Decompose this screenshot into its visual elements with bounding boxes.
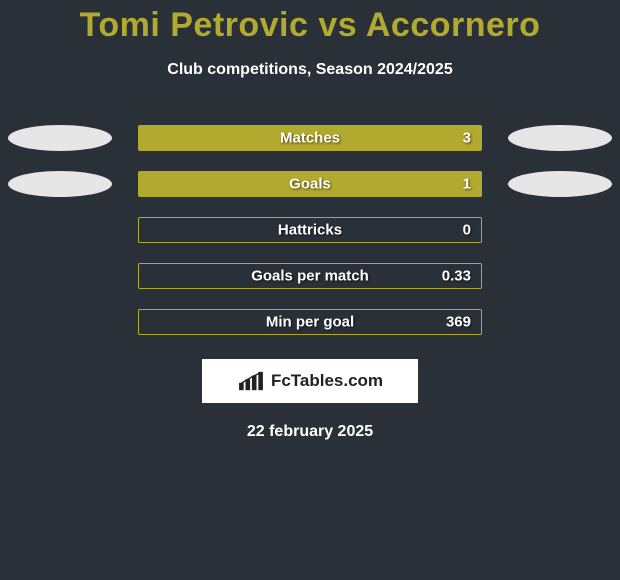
stat-bar: Goals per match0.33 — [138, 263, 482, 289]
stat-bar: Matches3 — [138, 125, 482, 151]
stat-row: Matches3 — [0, 115, 620, 161]
stat-bar: Min per goal369 — [138, 309, 482, 335]
stat-bar: Goals1 — [138, 171, 482, 197]
stat-row: Hattricks0 — [0, 207, 620, 253]
stat-bar-fill — [139, 126, 481, 150]
chart-icon — [237, 370, 265, 392]
stats-list: Matches3Goals1Hattricks0Goals per match0… — [0, 115, 620, 345]
logo-text: FcTables.com — [271, 371, 383, 391]
stat-row: Goals per match0.33 — [0, 253, 620, 299]
left-ellipse — [8, 125, 112, 151]
stat-row: Goals1 — [0, 161, 620, 207]
stat-value: 0 — [463, 222, 471, 239]
stat-bar: Hattricks0 — [138, 217, 482, 243]
stat-value: 0.33 — [442, 268, 471, 285]
stat-label: Hattricks — [139, 222, 481, 239]
date-label: 22 february 2025 — [0, 423, 620, 441]
right-ellipse — [508, 171, 612, 197]
subtitle: Club competitions, Season 2024/2025 — [0, 61, 620, 79]
right-ellipse — [508, 125, 612, 151]
comparison-widget: Tomi Petrovic vs Accornero Club competit… — [0, 0, 620, 441]
stat-label: Goals per match — [139, 268, 481, 285]
source-logo[interactable]: FcTables.com — [202, 359, 418, 403]
stat-bar-fill — [139, 172, 481, 196]
left-ellipse — [8, 171, 112, 197]
stat-row: Min per goal369 — [0, 299, 620, 345]
stat-value: 369 — [446, 314, 471, 331]
page-title: Tomi Petrovic vs Accornero — [0, 6, 620, 45]
stat-label: Min per goal — [139, 314, 481, 331]
